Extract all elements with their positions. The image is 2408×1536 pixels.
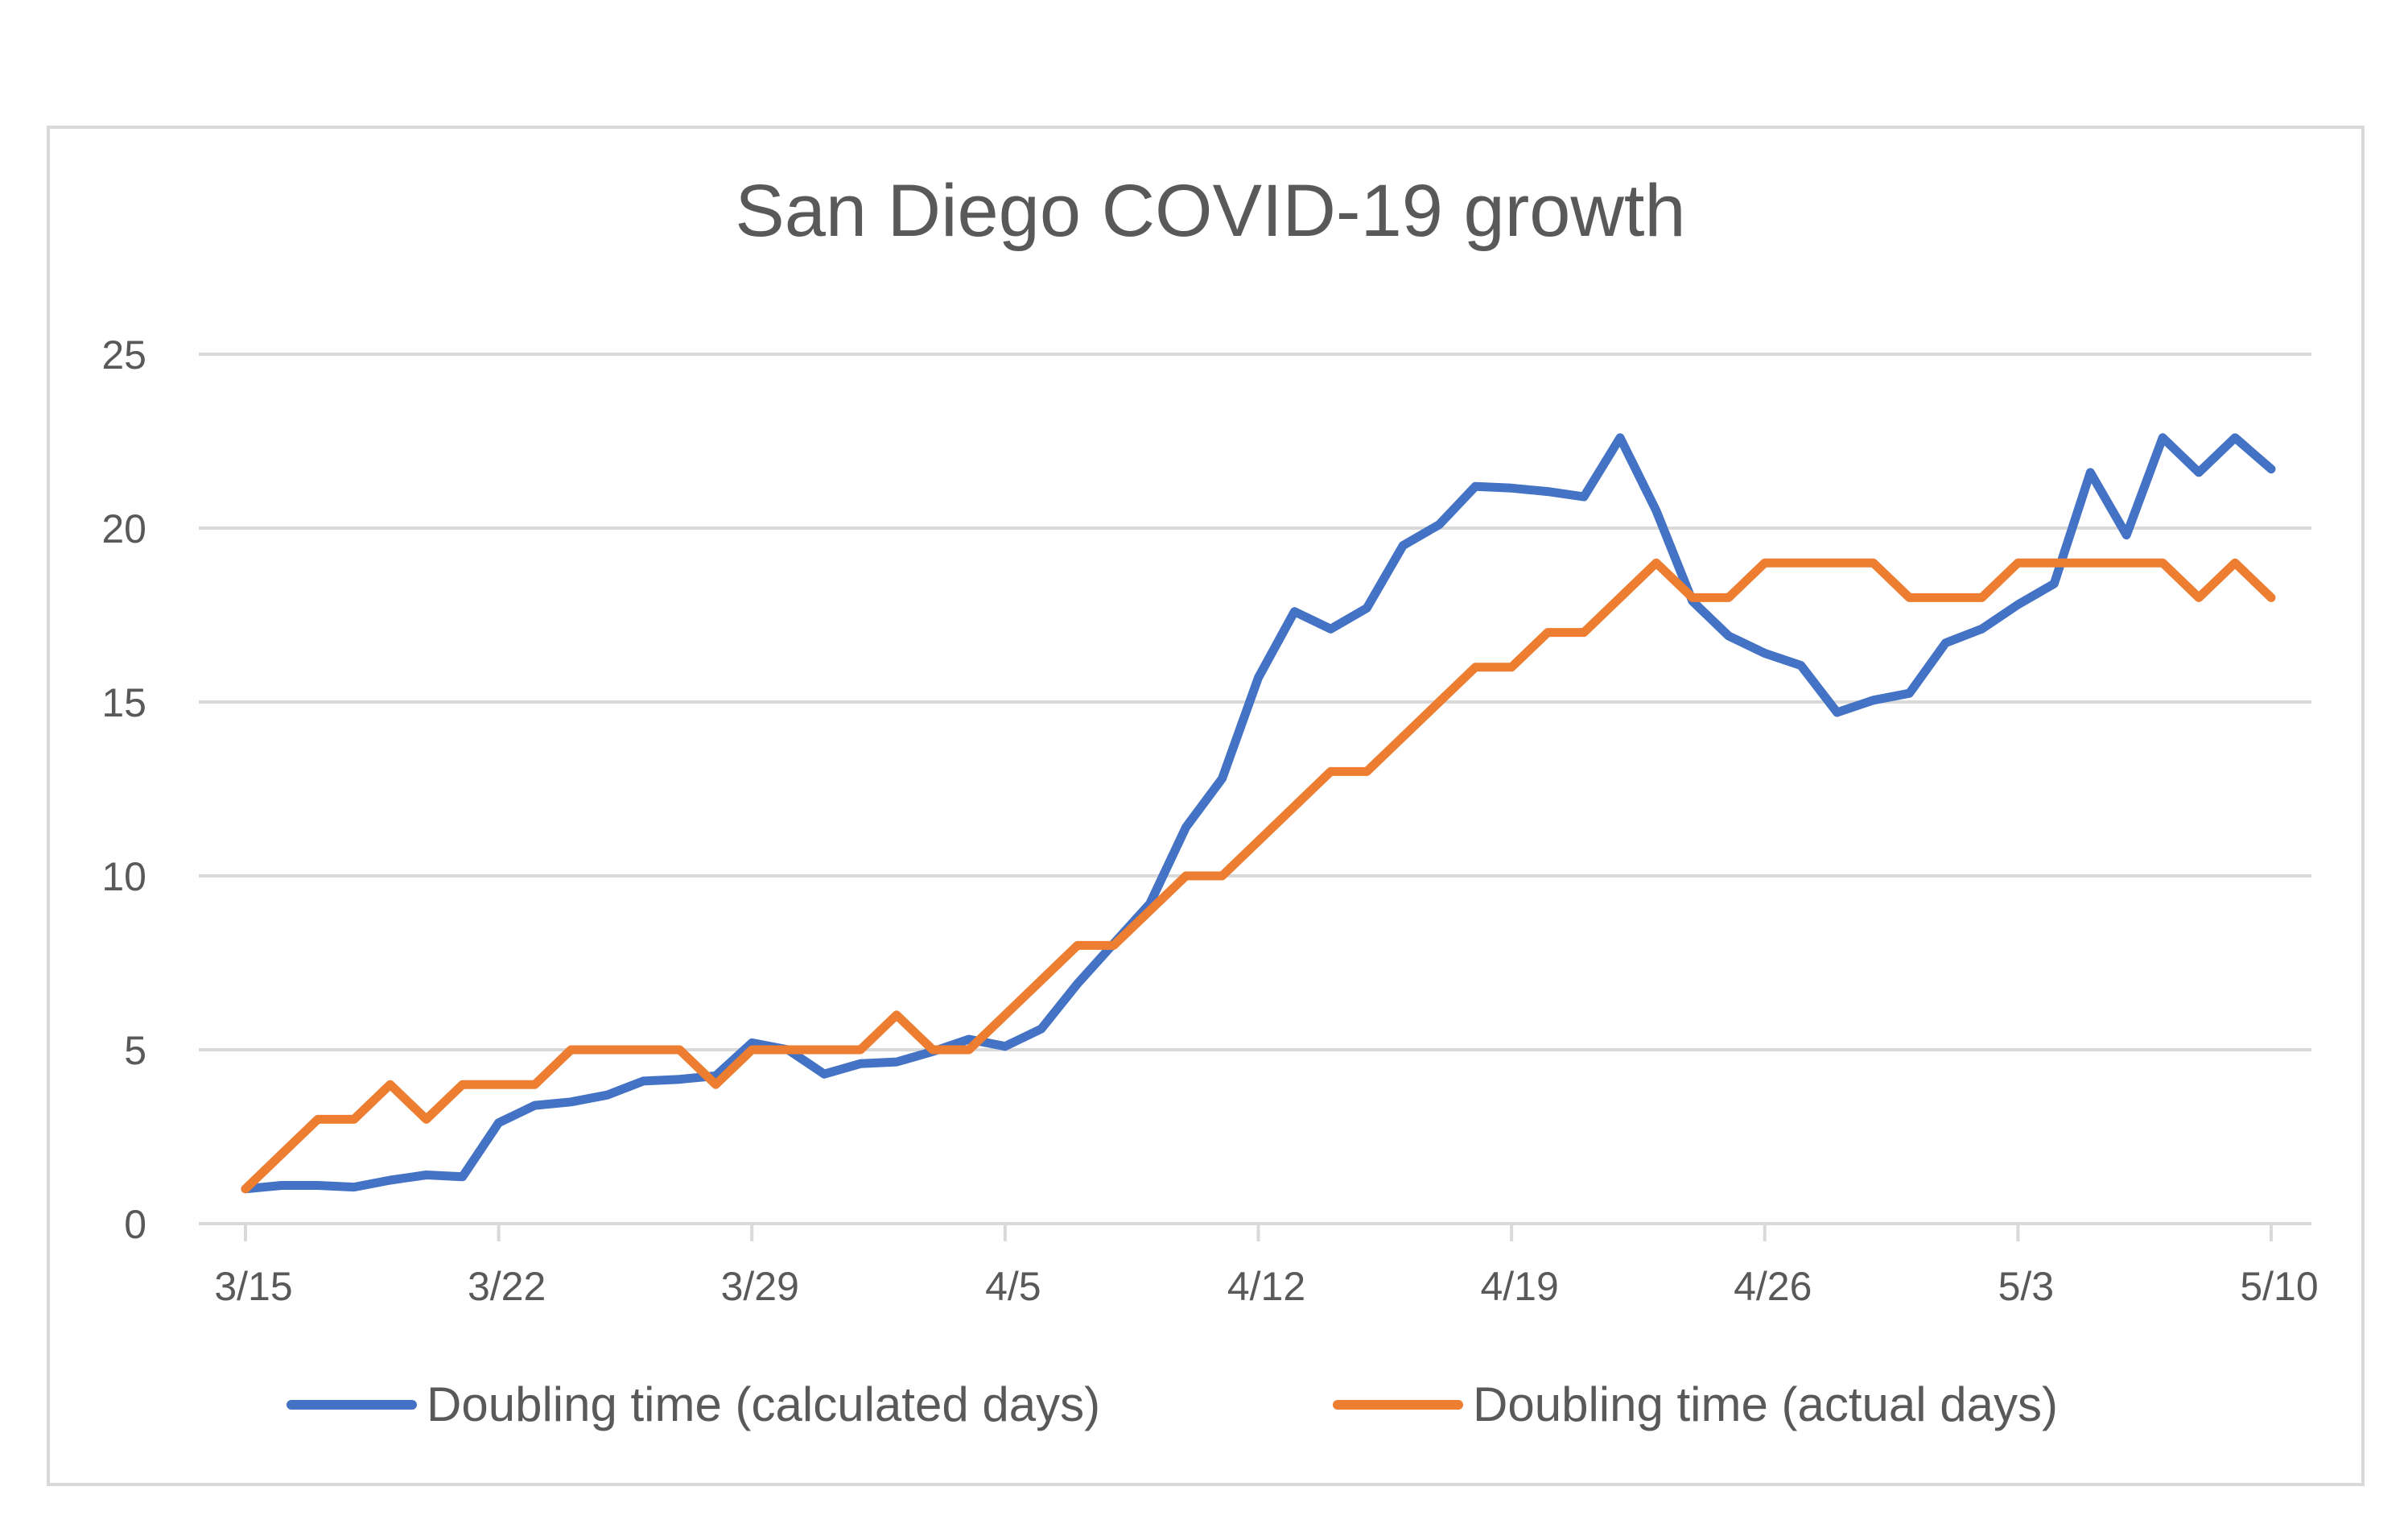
x-axis-labels: 3/15 3/22 3/29 4/5 4/12 4/19 4/26 5/3 5/10	[214, 1264, 2318, 1309]
chart-title: San Diego COVID-19 growth	[735, 170, 1685, 252]
line-chart: San Diego COVID-19 growth 0 5 10 15 20 25 3/1…	[101, 170, 2318, 1431]
x-tick-label-5: 4/19	[1480, 1264, 1558, 1309]
x-tick-label-1: 3/22	[468, 1264, 546, 1309]
x-axis	[199, 1222, 2311, 1241]
x-tick-label-8: 5/10	[2240, 1264, 2318, 1309]
y-axis: 0 5 10 15 20 25	[101, 332, 146, 1247]
legend-label-0: Doubling time (calculated days)	[427, 1377, 1100, 1431]
y-tick-label-5: 25	[101, 332, 146, 378]
legend: Doubling time (calculated days) Doubling …	[287, 1377, 2058, 1431]
x-tick-label-0: 3/15	[214, 1264, 292, 1309]
y-tick-label-2: 10	[101, 854, 146, 899]
x-tick-label-2: 3/29	[721, 1264, 799, 1309]
x-tick-label-7: 5/3	[1998, 1264, 2055, 1309]
y-tick-label-3: 15	[101, 680, 146, 725]
x-tick-label-3: 4/5	[985, 1264, 1041, 1309]
legend-label-1: Doubling time (actual days)	[1473, 1377, 2058, 1431]
chart-frame: San Diego COVID-19 growth 0 5 10 15 20 25 3/1…	[47, 126, 2365, 1486]
x-tick-label-4: 4/12	[1227, 1264, 1305, 1309]
y-tick-label-1: 5	[124, 1028, 146, 1073]
series-line-1	[241, 558, 2276, 1194]
y-tick-label-0: 0	[124, 1202, 146, 1247]
series-line-0	[241, 433, 2276, 1194]
y-tick-label-4: 20	[101, 506, 146, 551]
series-lines	[241, 433, 2276, 1194]
x-tick-label-6: 4/26	[1734, 1264, 1812, 1309]
gridlines	[199, 353, 2311, 1051]
